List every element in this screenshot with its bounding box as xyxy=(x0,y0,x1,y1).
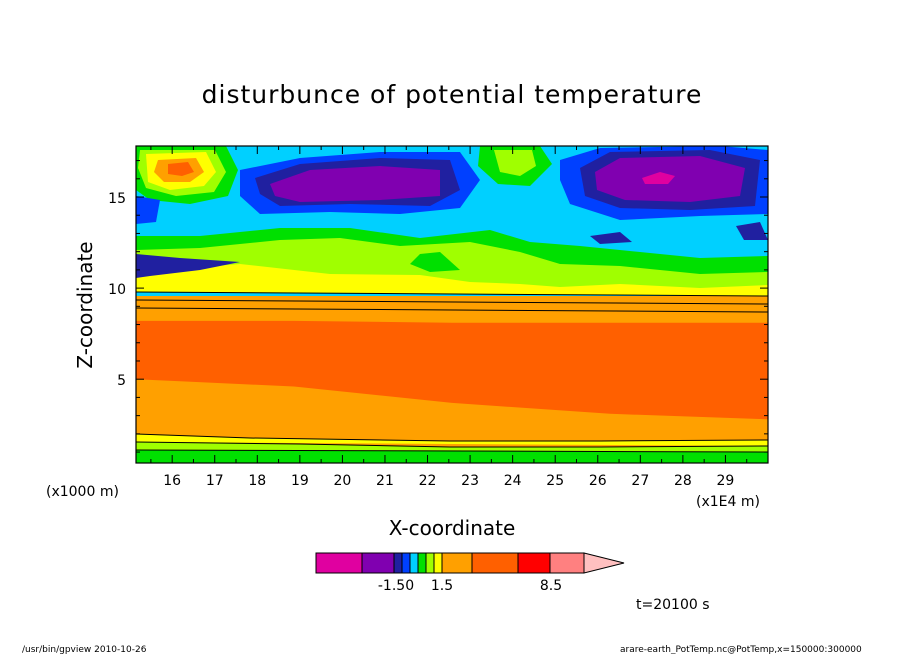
y-axis-ticks: 5 10 15 xyxy=(108,160,768,453)
y-tick-label: 5 xyxy=(117,373,126,389)
x-tick-label: 29 xyxy=(717,473,735,489)
plot-frame xyxy=(135,145,769,464)
colorbar-label-3: 8.5 xyxy=(540,578,562,594)
x-tick-label: 20 xyxy=(333,473,351,489)
band-core-red-orange xyxy=(136,320,768,420)
patch-green-small xyxy=(410,252,460,272)
x-tick-label: 22 xyxy=(419,473,437,489)
patch-blue-left-edge xyxy=(136,196,160,224)
x-tick-label: 19 xyxy=(291,473,309,489)
colorbar-swatch xyxy=(361,552,395,574)
x-axis-label: X-coordinate xyxy=(389,516,516,540)
x-tick-label: 16 xyxy=(163,473,181,489)
band-green-mid xyxy=(136,228,768,274)
time-label: t=20100 s xyxy=(636,597,710,613)
x-tick-label: 27 xyxy=(631,473,649,489)
colorbar-swatch xyxy=(425,552,435,574)
x-unit-right: (x1E4 m) xyxy=(696,494,760,510)
colorbar-swatch xyxy=(401,552,411,574)
footer-left: /usr/bin/gpview 2010-10-26 xyxy=(22,645,147,654)
band-bottom-green xyxy=(136,450,768,463)
x-axis-ticks: 16 17 18 19 20 21 22 23 24 25 26 27 28 29 xyxy=(150,146,748,489)
colorbar-swatch xyxy=(393,552,403,574)
x-tick-label: 23 xyxy=(461,473,479,489)
colorbar-swatch xyxy=(409,552,419,574)
x-tick-label: 26 xyxy=(589,473,607,489)
colorbar xyxy=(315,552,625,574)
patch-blue-left xyxy=(136,254,240,278)
patch-magenta-peak xyxy=(642,172,675,184)
band-bottom-yellow xyxy=(136,434,768,446)
y-tick-label: 10 xyxy=(108,282,126,298)
colorbar-swatch xyxy=(441,552,473,574)
colorbar-extend-arrow xyxy=(583,552,625,574)
x-tick-label: 21 xyxy=(376,473,394,489)
footer-right: arare-earth_PotTemp.nc@PotTemp,x=150000:… xyxy=(620,645,862,654)
x-tick-label: 18 xyxy=(248,473,266,489)
y-axis-label: Z-coordinate xyxy=(73,241,97,368)
colorbar-swatch xyxy=(517,552,551,574)
colorbar-swatch xyxy=(417,552,427,574)
patch-lime-top-mid xyxy=(494,150,536,176)
colorbar-swatch xyxy=(315,552,363,574)
colorbar-swatch xyxy=(471,552,519,574)
x-tick-label: 28 xyxy=(674,473,692,489)
contour-lines xyxy=(136,291,768,453)
colorbar-swatch xyxy=(433,552,443,574)
contour-field xyxy=(136,146,768,463)
band-lime-mid xyxy=(136,236,768,288)
x-tick-label: 24 xyxy=(504,473,522,489)
patch-navy-right-edge xyxy=(736,222,768,240)
x-tick-label: 17 xyxy=(206,473,224,489)
colorbar-swatch xyxy=(549,552,585,574)
patch-navy-small-right xyxy=(590,232,632,244)
patch-redorange-upper-left xyxy=(168,162,194,176)
colorbar-label-2: 1.5 xyxy=(431,578,453,594)
x-unit-left: (x1000 m) xyxy=(46,484,119,500)
colorbar-label-1: -1.50 xyxy=(378,578,414,594)
patch-purple-upper-left xyxy=(270,166,440,202)
y-tick-label: 15 xyxy=(108,191,126,207)
chart-title: disturbunce of potential temperature xyxy=(202,80,703,109)
x-tick-label: 25 xyxy=(546,473,564,489)
